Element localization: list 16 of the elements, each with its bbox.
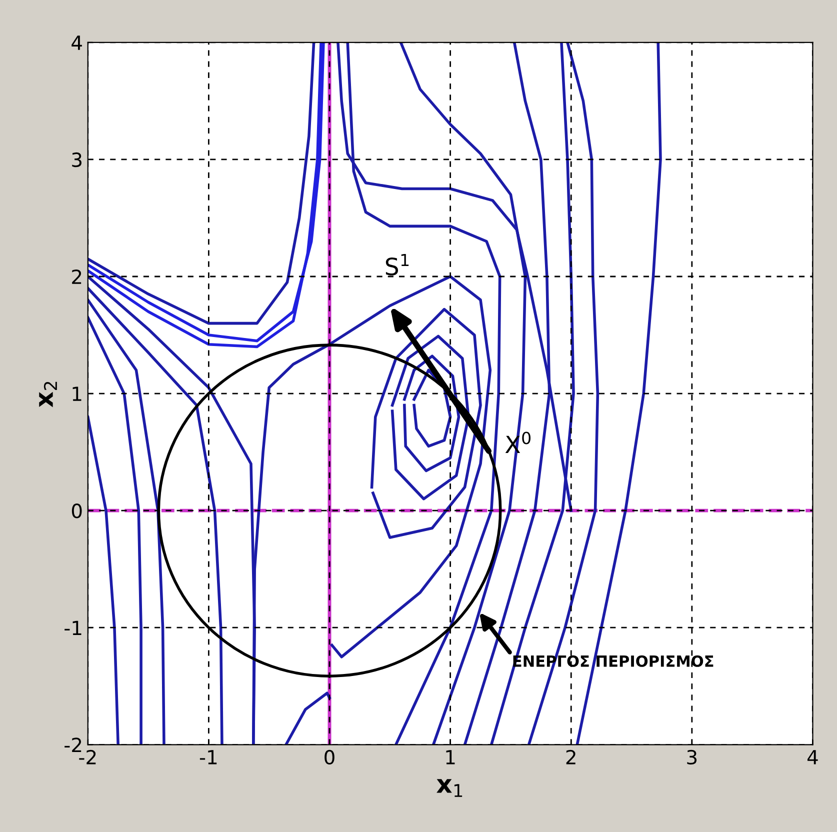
annotation: S$^{1}$ (386, 254, 409, 276)
y-tick-label: 4 (72, 36, 82, 50)
x-tick-label: 3 (687, 750, 697, 765)
x-tick-label: 2 (566, 750, 576, 764)
y-tick-label: 0 (72, 504, 82, 518)
y-tick-label: 2 (72, 269, 82, 284)
y-tick-label: 3 (72, 152, 82, 168)
y-tick-label: -2 (64, 738, 82, 752)
x-tick-label: 0 (324, 750, 334, 765)
x-tick-label: 4 (807, 750, 818, 764)
y-axis-title: x$_{2}$ (39, 382, 57, 408)
y-tick-label: 1 (72, 386, 82, 401)
x-tick-label: -1 (200, 750, 217, 764)
y-tick-label: -1 (64, 620, 82, 635)
x-tick-label: 1 (446, 750, 455, 764)
x-axis-title: x$_{1}$ (436, 779, 462, 797)
